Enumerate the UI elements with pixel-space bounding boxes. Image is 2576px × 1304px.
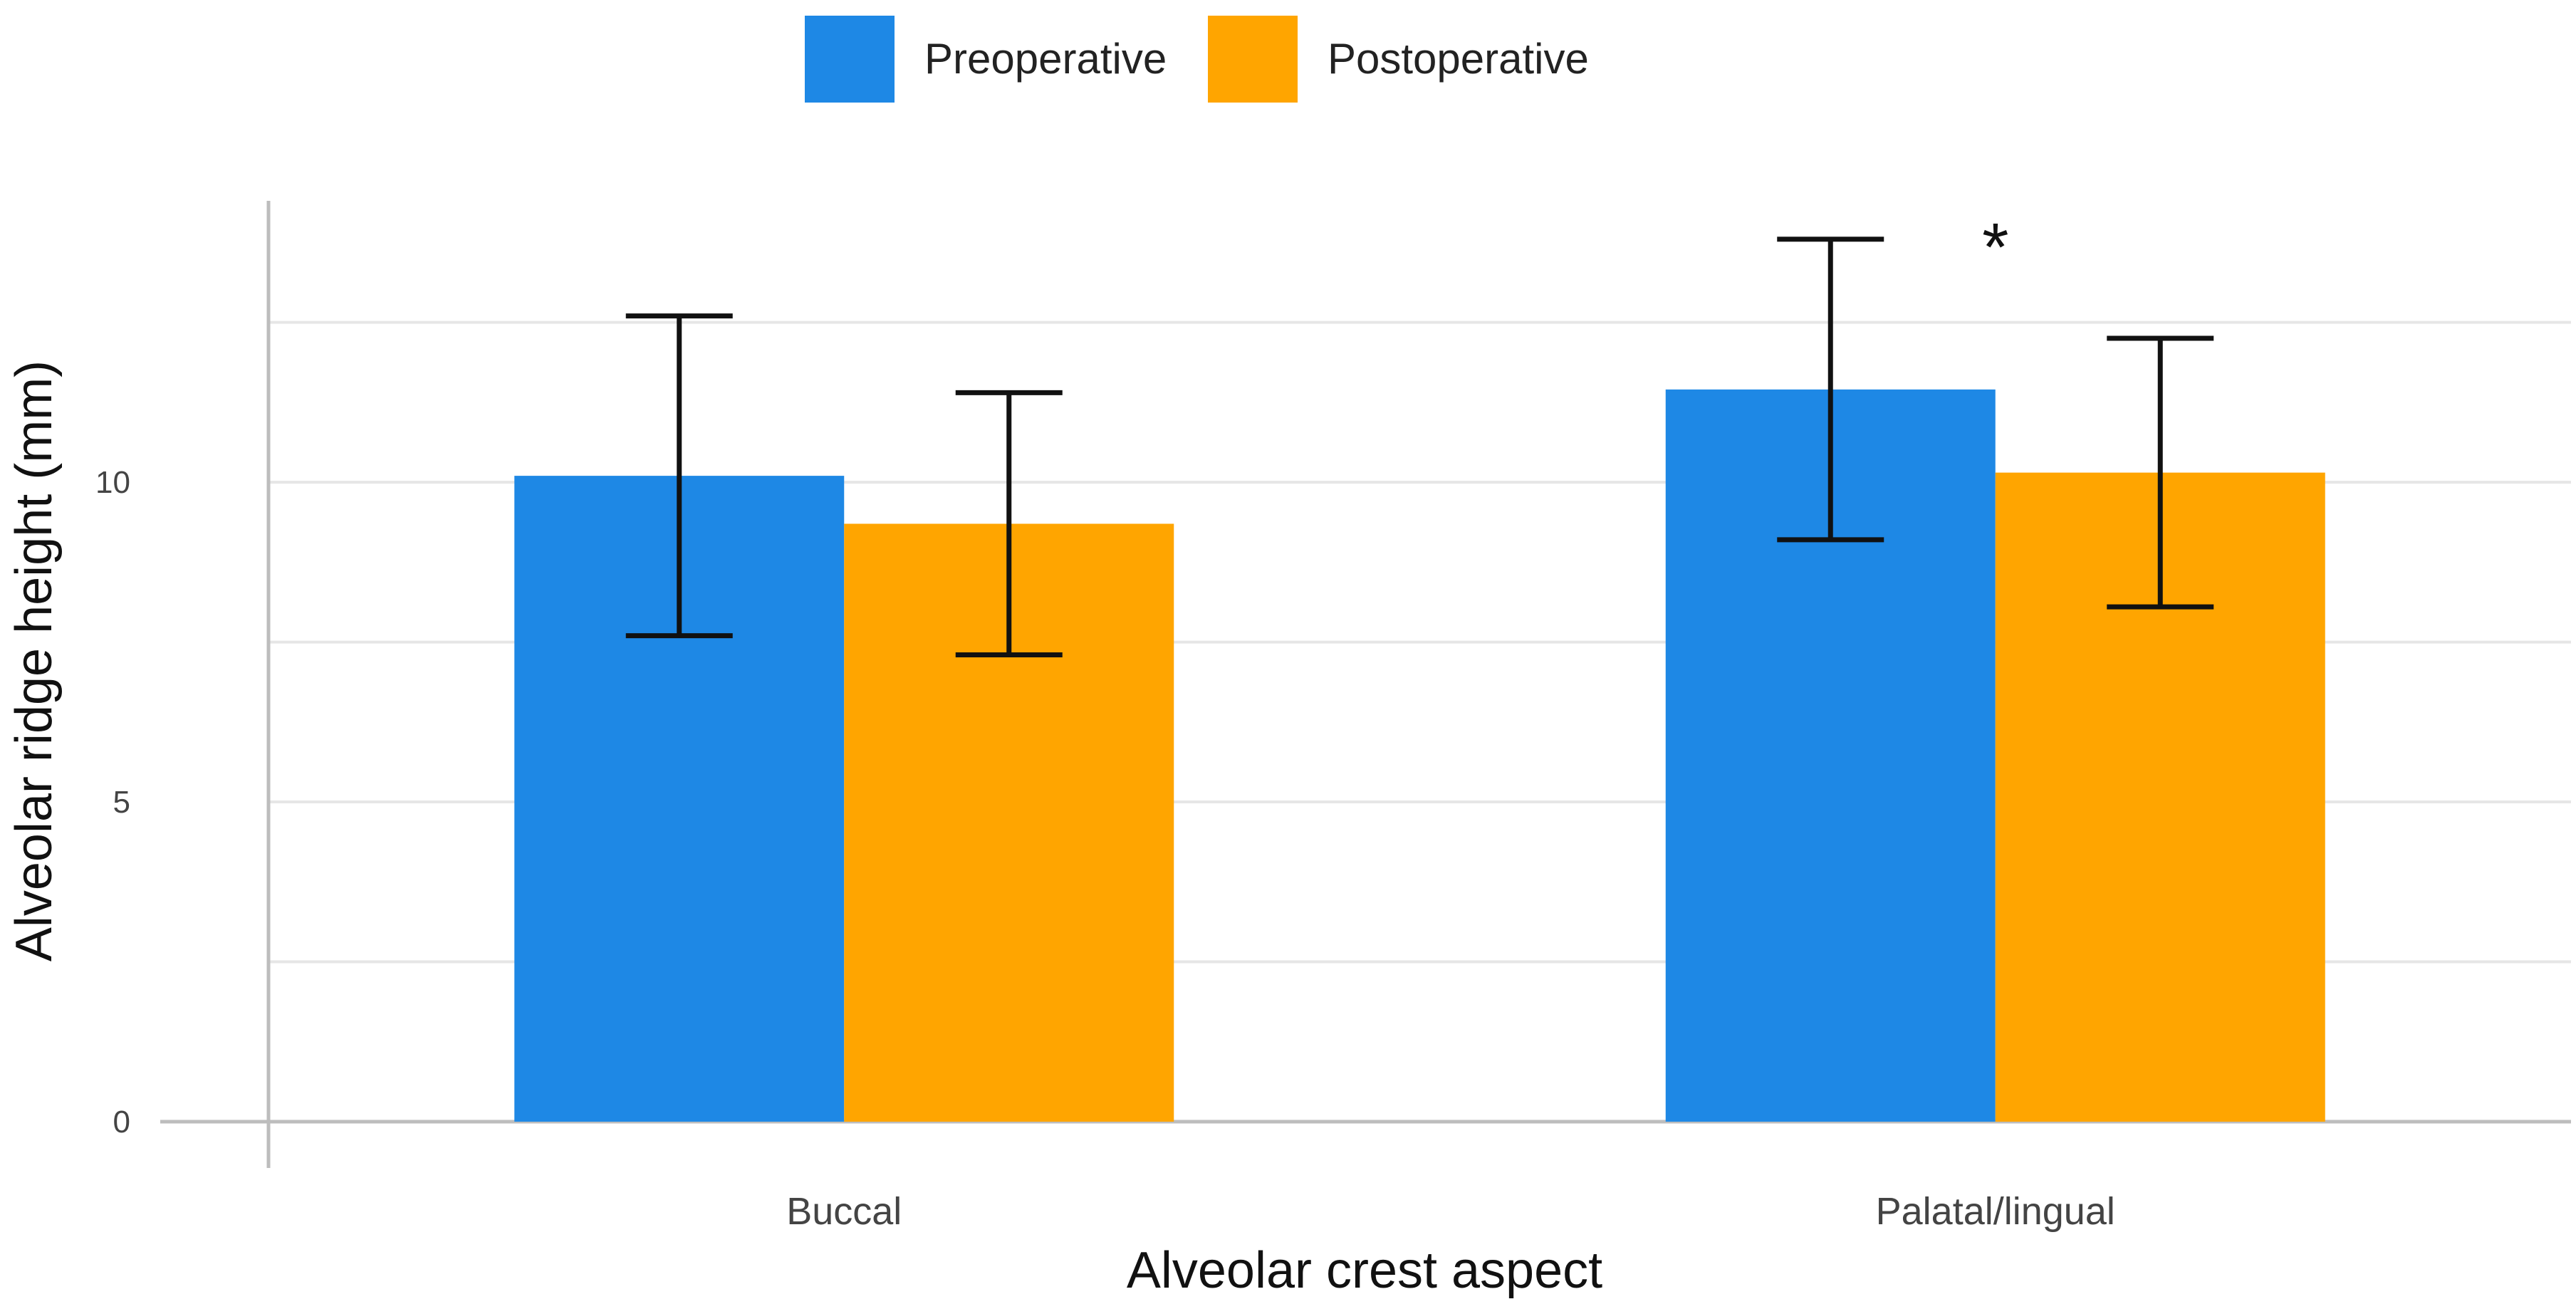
y-tick-label: 10 <box>95 465 130 500</box>
legend-label: Postoperative <box>1328 35 1589 83</box>
y-tick-labels: 0 5 10 <box>95 465 130 1139</box>
x-category-label: Buccal <box>786 1190 902 1233</box>
x-category-label: Palatal/lingual <box>1876 1190 2115 1233</box>
error-bars <box>625 236 2214 658</box>
legend: Preoperative Postoperative <box>805 16 1589 103</box>
legend-label: Preoperative <box>924 35 1167 83</box>
x-axis-title: Alveolar crest aspect <box>1127 1242 1602 1299</box>
annotations: * <box>1982 209 2008 286</box>
legend-swatch <box>805 16 895 103</box>
legend-swatch <box>1208 16 1298 103</box>
y-tick-label: 5 <box>113 785 130 820</box>
y-tick-label: 0 <box>113 1105 130 1139</box>
bars <box>514 389 2325 1122</box>
y-axis-title: Alveolar ridge height (mm) <box>6 360 63 961</box>
significance-marker: * <box>1982 209 2008 286</box>
x-category-labels: Buccal Palatal/lingual <box>786 1190 2115 1233</box>
